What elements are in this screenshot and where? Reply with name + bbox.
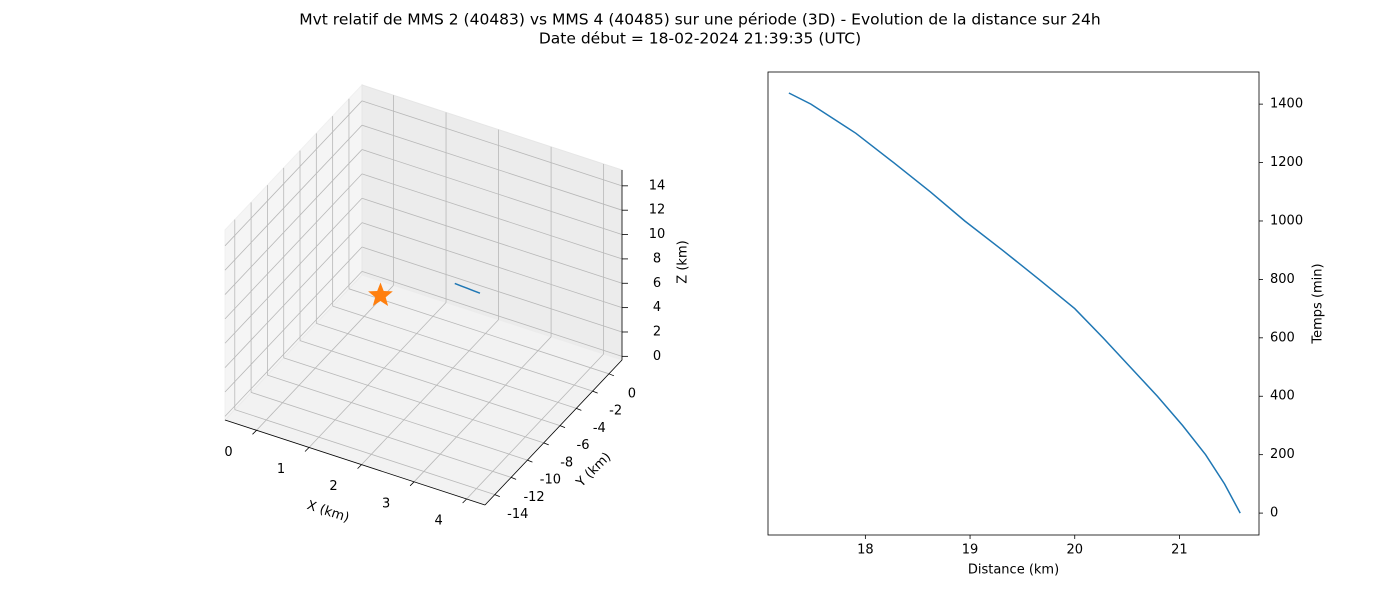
z-tick-label: 0 (653, 349, 661, 364)
y-axis-label: Temps (min) (1311, 263, 1326, 344)
x-tick-label: 1 (277, 462, 285, 477)
y-tick-label: -10 (540, 473, 561, 488)
line-3d (454, 282, 481, 294)
grid-line (224, 271, 363, 417)
grid-line (332, 305, 593, 392)
x-tick (357, 464, 362, 469)
grid-line (361, 100, 623, 187)
grid-line (224, 100, 363, 247)
x-tick-label: 18 (857, 543, 874, 558)
z-tick-label: 8 (653, 251, 661, 266)
z-tick-label: 2 (653, 324, 661, 339)
z-tick-label: 12 (649, 203, 666, 218)
grid-line (224, 124, 363, 271)
grid-line (361, 149, 623, 235)
grid-line (224, 222, 363, 368)
y-tick (592, 390, 598, 394)
grid-line (361, 270, 623, 357)
y-axis (484, 359, 623, 506)
grid-line (361, 173, 623, 260)
z-tick-label: 14 (649, 178, 666, 193)
x-tick (304, 447, 310, 452)
z-tick-label: 6 (653, 276, 661, 291)
grid-line (361, 124, 623, 211)
grid-line (361, 246, 623, 333)
x-tick-label: 4 (434, 513, 442, 528)
grid-line (256, 285, 394, 431)
z-axis-label: Z (km) (676, 240, 691, 283)
grid-line (224, 246, 363, 393)
grid-line (267, 374, 528, 461)
y-tick-label: 1400 (1270, 97, 1303, 112)
figure-subtitle: Date début = 18-02-2024 21:39:35 (UTC) (539, 30, 861, 48)
grid-line (308, 302, 447, 448)
grid-line (413, 336, 552, 483)
y-tick-label: -8 (560, 455, 573, 470)
grid-line (283, 357, 544, 444)
x-tick-label: 2 (329, 479, 337, 494)
y-tick (608, 373, 615, 377)
x-axis (224, 419, 486, 506)
figure-title: Mvt relatif de MMS 2 (40483) vs MMS 4 (4… (299, 11, 1101, 29)
grid-line (234, 409, 495, 496)
grid-line (224, 149, 363, 295)
y-tick-label: 0 (628, 386, 636, 401)
y-tick (494, 494, 500, 498)
x-tick (252, 430, 257, 435)
star-marker (368, 282, 393, 306)
x-axis-label: Distance (km) (968, 563, 1059, 578)
grid-line (316, 322, 577, 409)
y-tick-label: 1000 (1270, 213, 1303, 228)
grid-line (361, 222, 623, 309)
x-tick-label: 19 (962, 543, 979, 558)
grid-line (348, 288, 610, 375)
y-tick-label: -4 (593, 421, 606, 436)
grid-line (250, 392, 512, 478)
grid-line (466, 353, 604, 500)
y-tick-label: 800 (1270, 272, 1295, 287)
y-tick-label: -14 (507, 507, 528, 522)
x-tick-label: 3 (382, 496, 390, 511)
y-tick-label: 200 (1270, 447, 1295, 462)
y-tick-label: 600 (1270, 330, 1295, 345)
y-tick-label: 400 (1270, 389, 1295, 404)
y-tick (559, 425, 566, 428)
z-tick-label: 4 (653, 300, 661, 315)
y-tick-label: -6 (577, 438, 590, 453)
grid-line (361, 197, 623, 284)
z-tick-label: 10 (649, 227, 666, 242)
grid-line (299, 340, 561, 426)
y-tick (543, 442, 549, 446)
y-tick-label: 1200 (1270, 155, 1303, 170)
y-tick-label: -2 (609, 404, 622, 419)
y-tick (527, 459, 533, 463)
x-tick (462, 498, 467, 504)
grid-line (224, 197, 363, 344)
x-tick-label: 0 (224, 445, 232, 460)
x-tick (409, 481, 415, 487)
y-tick-label: -12 (523, 490, 544, 505)
plot-frame (767, 71, 1260, 536)
y-tick (510, 477, 517, 480)
x-tick-label: 21 (1171, 543, 1188, 558)
y-tick-label: 0 (1270, 506, 1278, 521)
y-tick (576, 407, 582, 411)
line (788, 92, 1241, 514)
grid-line (361, 319, 499, 465)
grid-line (224, 173, 363, 320)
x-tick-label: 20 (1066, 543, 1083, 558)
